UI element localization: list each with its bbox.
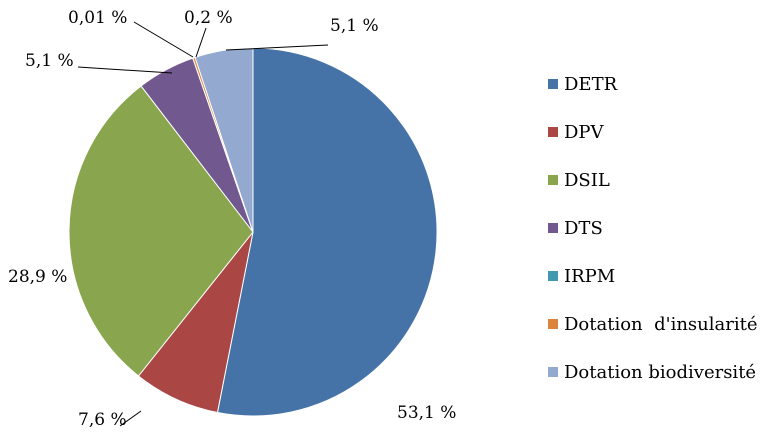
legend: DETR DPV DSIL DTS IRPM Dotation d'insularité D…	[548, 60, 757, 396]
leader-line-dts	[77, 66, 173, 74]
legend-swatch	[548, 175, 558, 185]
data-label-dsil: 28,9 %	[8, 267, 67, 287]
legend-swatch	[548, 223, 558, 233]
data-label-irpm: 0,01 %	[68, 8, 127, 28]
legend-swatch	[548, 367, 558, 377]
legend-swatch	[548, 127, 558, 137]
leader-line-dotation-biodiversite	[225, 44, 329, 51]
legend-swatch	[548, 319, 558, 329]
data-label-dts: 5,1 %	[25, 51, 74, 71]
legend-item-dpv: DPV	[548, 108, 757, 156]
legend-item-irpm: IRPM	[548, 252, 757, 300]
legend-label: DSIL	[564, 169, 610, 191]
legend-swatch	[548, 79, 558, 89]
data-label-detr: 53,1 %	[397, 403, 456, 423]
legend-item-dotation-d-insularite: Dotation d'insularité	[548, 300, 757, 348]
data-label-dotation-biodiversite: 5,1 %	[330, 16, 379, 36]
legend-item-detr: DETR	[548, 60, 757, 108]
legend-label: IRPM	[564, 265, 616, 287]
legend-swatch	[548, 271, 558, 281]
legend-label: DPV	[564, 121, 604, 143]
legend-item-dts: DTS	[548, 204, 757, 252]
pie-slice-dotation-biodiversite	[194, 47, 254, 233]
legend-label: DETR	[564, 73, 618, 95]
legend-item-dsil: DSIL	[548, 156, 757, 204]
legend-label: Dotation biodiversité	[564, 361, 757, 383]
legend-label: DTS	[564, 217, 603, 239]
data-label-dpv: 7,6 %	[78, 410, 127, 430]
leader-line-dpv	[119, 410, 142, 427]
leader-line-irpm	[133, 21, 194, 58]
pie-slice-dsil	[68, 85, 254, 377]
legend-label: Dotation d'insularité	[564, 313, 758, 335]
data-label-dotation-d-insularite: 0,2 %	[184, 8, 233, 28]
leader-line-dotation-d-insularite	[195, 27, 207, 58]
legend-item-dotation-biodiversite: Dotation biodiversité	[548, 348, 757, 396]
pie-slice-detr	[216, 47, 438, 417]
